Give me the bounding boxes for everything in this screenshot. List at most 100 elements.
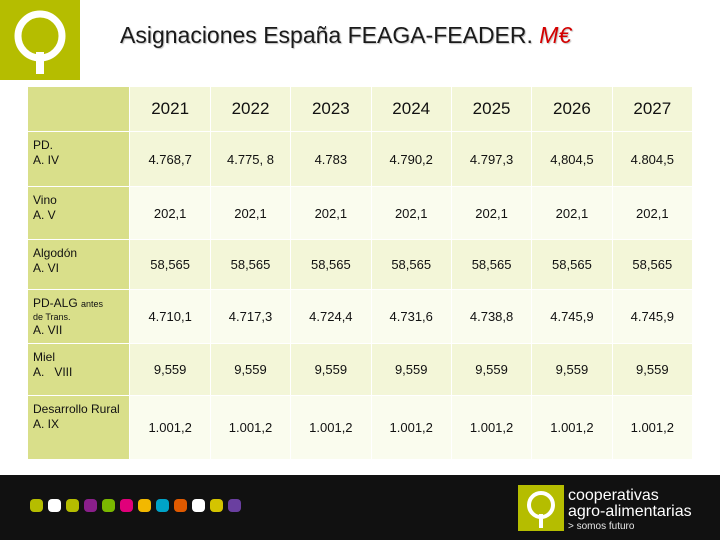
color-dots: [30, 499, 241, 512]
row-label: PD. A. IV: [26, 131, 131, 187]
color-dot: [228, 499, 241, 512]
value-cell: 9,559: [611, 343, 694, 396]
table-row: Algodón A. VI 58,565 58,565 58,565 58,565 58,5…: [26, 239, 694, 290]
table-body: PD. A. IV 4.768,7 4.775, 8 4.783 4.790,2 4.797…: [26, 131, 694, 460]
value-cell: 1.001,2: [450, 395, 533, 460]
row-label-name-text: Algodón: [33, 246, 78, 260]
row-label-article: A. IX: [33, 417, 60, 431]
color-dot: [138, 499, 151, 512]
value-cell: 4.783: [290, 131, 372, 187]
row-label-article: A. VII: [33, 323, 63, 337]
color-dot: [30, 499, 43, 512]
row-label-name: Algodón: [33, 246, 125, 261]
row-label-name-text: Vino: [33, 193, 57, 207]
year-header-2025: 2025: [450, 86, 533, 132]
value-cell: 1.001,2: [611, 395, 694, 460]
year-header-2024: 2024: [370, 86, 452, 132]
row-label-name-text: Desarrollo Rural: [33, 402, 120, 416]
year-header-2021: 2021: [129, 86, 211, 132]
value-cell: 202,1: [450, 186, 533, 240]
row-label: Desarrollo Rural A. IX: [26, 395, 131, 460]
value-cell: 58,565: [129, 239, 211, 290]
row-label-name: PD.: [33, 138, 125, 153]
value-cell: 4.731,6: [370, 289, 452, 344]
footer-bar: cooperativas agro-alimentarias > somos f…: [0, 475, 720, 540]
allocations-table: 2021 2022 2023 2024 2025 2026 2027 PD. A. IV 4.7…: [26, 86, 694, 460]
value-cell: 1.001,2: [209, 395, 292, 460]
year-header-row: 2021 2022 2023 2024 2025 2026 2027: [26, 86, 694, 132]
value-cell: 58,565: [209, 239, 292, 290]
table-row: Vino A. V 202,1 202,1 202,1 202,1 202,1 202,1 20…: [26, 186, 694, 240]
value-cell: 4.745,9: [531, 289, 613, 344]
value-cell: 9,559: [370, 343, 452, 396]
value-cell: 4,804,5: [531, 131, 613, 187]
year-header-2027: 2027: [611, 86, 694, 132]
row-label-name-text: PD.: [33, 138, 54, 152]
color-dot: [120, 499, 133, 512]
year-header-2023: 2023: [290, 86, 372, 132]
row-label-name-text: PD-ALG: [33, 296, 78, 310]
color-dot: [192, 499, 205, 512]
table-row: Desarrollo Rural A. IX 1.001,2 1.001,2 1.001…: [26, 395, 694, 460]
value-cell: 9,559: [290, 343, 372, 396]
year-header-2026: 2026: [531, 86, 613, 132]
brand-line-1: cooperativas: [568, 487, 659, 504]
table-row: PD-ALG antes de Trans. A. VII 4.710,1 4.717,…: [26, 289, 694, 344]
value-cell: 58,565: [450, 239, 533, 290]
row-label-name: Vino: [33, 193, 125, 208]
row-label-article: A. VI: [33, 261, 60, 275]
year-header-2022: 2022: [209, 86, 292, 132]
row-label: Miel A. VIII: [26, 343, 131, 396]
row-label-suffix: antes: [81, 299, 104, 309]
row-label-name: Desarrollo Rural: [33, 402, 125, 417]
brand-name: cooperativas agro-alimentarias > somos f…: [568, 488, 692, 534]
value-cell: 58,565: [290, 239, 372, 290]
value-cell: 202,1: [290, 186, 372, 240]
value-cell: 202,1: [129, 186, 211, 240]
value-cell: 4.790,2: [370, 131, 452, 187]
corner-cell: [26, 86, 131, 132]
value-cell: 58,565: [611, 239, 694, 290]
value-cell: 1.001,2: [531, 395, 613, 460]
value-cell: 202,1: [611, 186, 694, 240]
row-label-name-text: Miel: [33, 350, 56, 364]
cooperativas-logo-icon: [0, 0, 80, 80]
color-dot: [66, 499, 79, 512]
color-dot: [156, 499, 169, 512]
row-label-name: PD-ALG antes: [33, 296, 125, 312]
row-label-sub: de Trans.: [33, 312, 71, 322]
table-row: Miel A. VIII 9,559 9,559 9,559 9,559 9,559 9,55…: [26, 343, 694, 396]
value-cell: 58,565: [531, 239, 613, 290]
value-cell: 9,559: [450, 343, 533, 396]
value-cell: 202,1: [370, 186, 452, 240]
value-cell: 1.001,2: [290, 395, 372, 460]
value-cell: 4.710,1: [129, 289, 211, 344]
table-row: PD. A. IV 4.768,7 4.775, 8 4.783 4.790,2 4.797…: [26, 131, 694, 187]
value-cell: 4.804,5: [611, 131, 694, 187]
value-cell: 4.745,9: [611, 289, 694, 344]
title-text: Asignaciones España FEAGA-FEADER.: [120, 22, 533, 48]
title-unit: M€: [539, 22, 572, 48]
value-cell: 9,559: [209, 343, 292, 396]
row-label: PD-ALG antes de Trans. A. VII: [26, 289, 131, 344]
value-cell: 9,559: [129, 343, 211, 396]
row-label-name: Miel: [33, 350, 125, 365]
color-dot: [48, 499, 61, 512]
page-title: Asignaciones España FEAGA-FEADER. M€: [120, 22, 680, 49]
row-label-article: A. IV: [33, 153, 60, 167]
row-label: Vino A. V: [26, 186, 131, 240]
color-dot: [84, 499, 97, 512]
row-label-article: A. VIII: [33, 365, 73, 379]
color-dot: [174, 499, 187, 512]
value-cell: 1.001,2: [129, 395, 211, 460]
color-dot: [210, 499, 223, 512]
value-cell: 4.775, 8: [209, 131, 292, 187]
value-cell: 4.717,3: [209, 289, 292, 344]
row-label: Algodón A. VI: [26, 239, 131, 290]
value-cell: 4.724,4: [290, 289, 372, 344]
brand-line-2: agro-alimentarias: [568, 503, 692, 520]
brand-tagline: > somos futuro: [568, 521, 635, 532]
row-label-article: A. V: [33, 208, 56, 222]
value-cell: 202,1: [531, 186, 613, 240]
value-cell: 9,559: [531, 343, 613, 396]
